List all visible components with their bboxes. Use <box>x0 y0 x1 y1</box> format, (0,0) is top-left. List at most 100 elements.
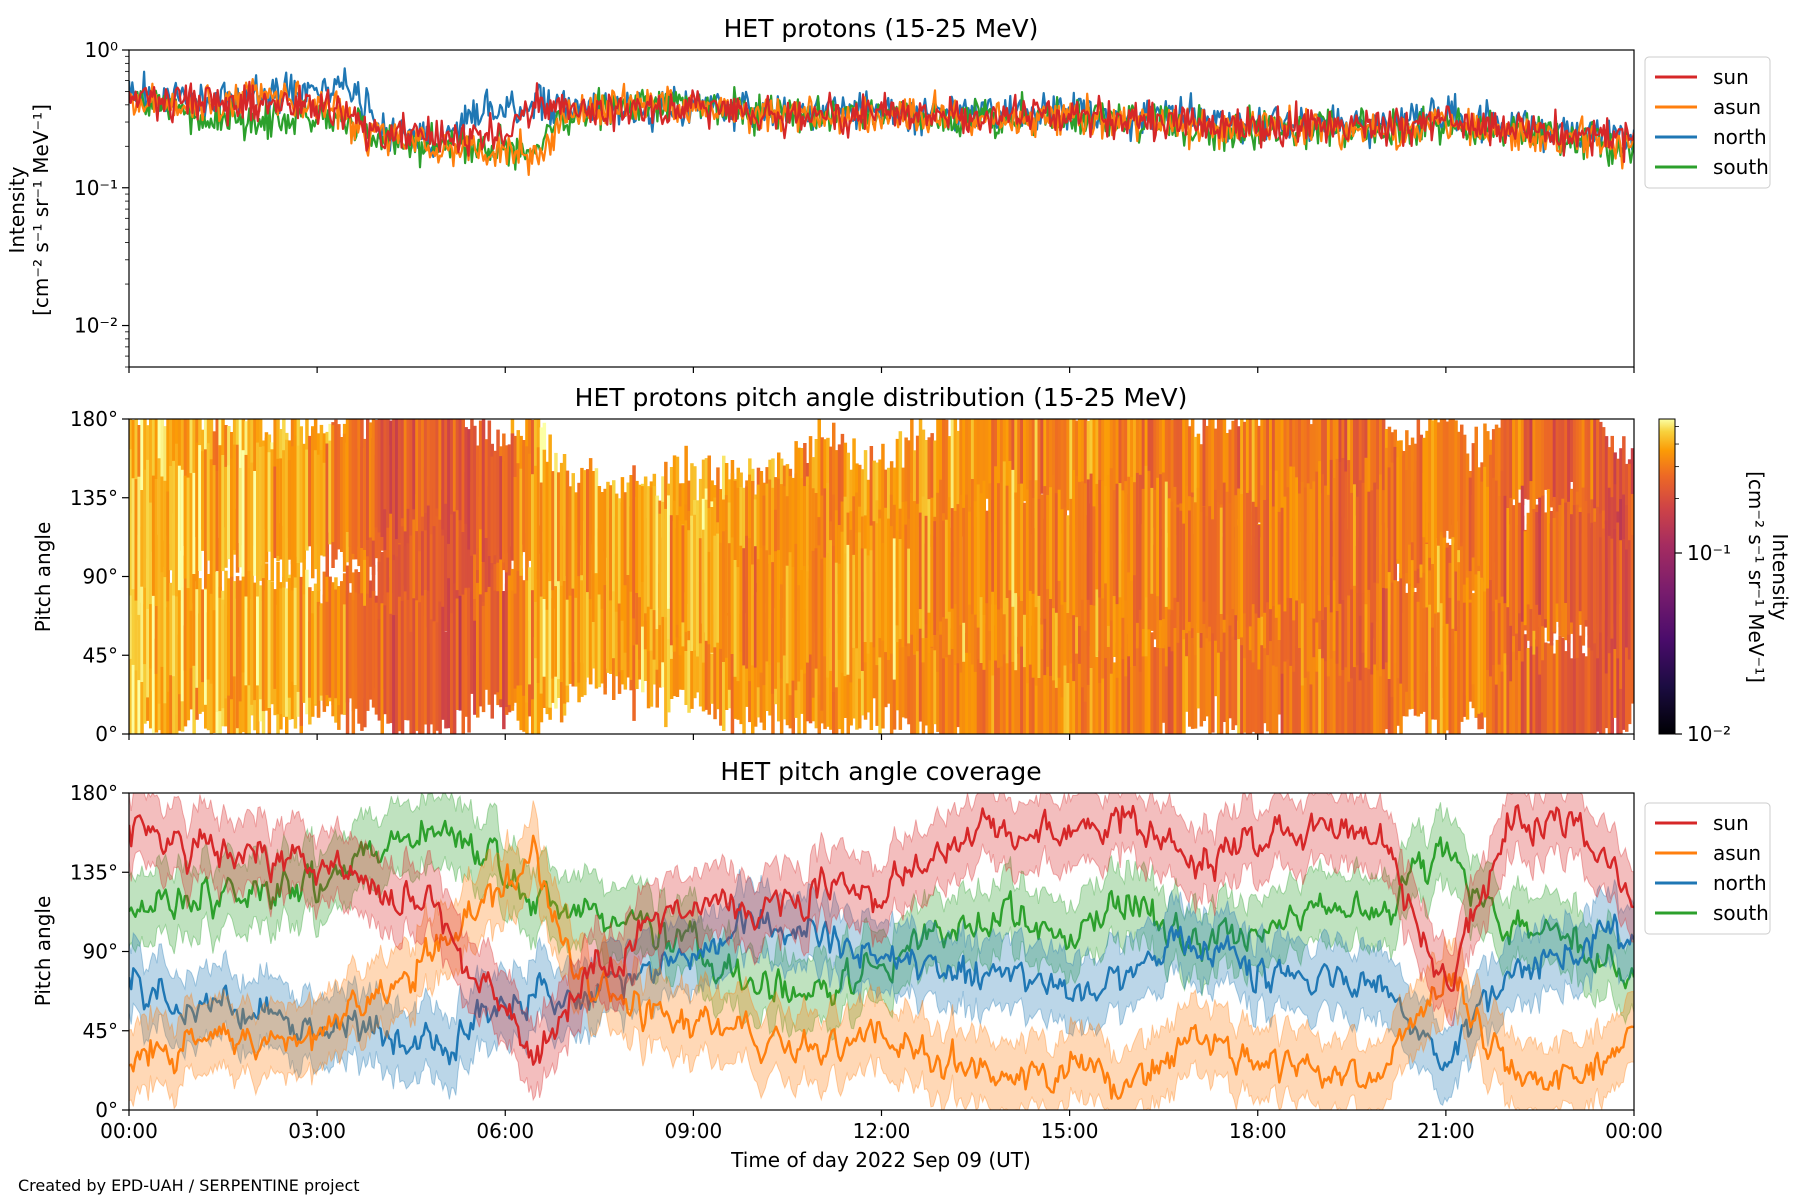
heatmap-cell <box>201 451 205 551</box>
heatmap-cell <box>716 533 720 643</box>
heatmap-cell <box>1023 419 1027 502</box>
heatmap-cell <box>643 476 648 614</box>
heatmap-cell <box>915 435 920 561</box>
panel3-series <box>129 793 1634 1110</box>
heatmap-cell <box>768 479 772 620</box>
heatmap-cell <box>915 506 920 630</box>
heatmap-cell <box>1515 622 1519 734</box>
heatmap-cell <box>328 576 332 698</box>
heatmap-cell <box>1425 607 1429 734</box>
heatmap-cell <box>519 568 523 686</box>
heatmap-cell <box>241 450 246 577</box>
heatmap-cell <box>1590 419 1594 528</box>
heatmap-cell <box>1219 507 1224 614</box>
heatmap-cell <box>889 526 894 654</box>
heatmap-cell <box>496 591 500 693</box>
heatmap-cell <box>1188 597 1192 727</box>
heatmap-cell <box>849 529 853 683</box>
heatmap-cell <box>727 543 732 690</box>
heatmap-cell <box>719 600 723 726</box>
heatmap-cell <box>282 450 286 588</box>
heatmap-cell <box>342 604 347 715</box>
heatmap-cell <box>302 584 306 703</box>
panel1-yticks: 10⁰ 10⁻¹ 10⁻² <box>74 38 129 368</box>
heatmap-cell <box>843 553 848 677</box>
heatmap-cell <box>1549 511 1554 646</box>
heatmap-cell <box>1225 609 1230 734</box>
heatmap-cell <box>942 640 946 734</box>
heatmap-cell <box>1144 624 1149 734</box>
heatmap-cell <box>1570 419 1574 482</box>
heatmap-cell <box>403 591 408 721</box>
heatmap-cell <box>244 565 248 686</box>
heatmap-cell <box>340 437 344 548</box>
heatmap-cell <box>664 508 668 618</box>
heatmap-cell <box>536 570 541 683</box>
heatmap-cell <box>800 478 804 615</box>
heatmap-cell <box>1095 552 1099 657</box>
heatmap-cell <box>1422 472 1426 622</box>
heatmap-cell <box>1005 485 1010 598</box>
heatmap-cell <box>1025 542 1030 684</box>
heatmap-cell <box>1324 485 1328 608</box>
heatmap-cell <box>1535 419 1539 499</box>
heatmap-cell <box>800 570 804 670</box>
heatmap-cell <box>973 419 978 527</box>
heatmap-cell <box>1133 419 1137 507</box>
heatmap-cell <box>562 454 567 581</box>
heatmap-cell <box>389 420 393 514</box>
heatmap-cell <box>415 509 419 651</box>
legend-label-north: north <box>1713 871 1767 895</box>
heatmap-cell <box>496 429 500 548</box>
heatmap-cell <box>1005 633 1010 734</box>
heatmap-cell <box>956 627 960 728</box>
heatmap-cell <box>1402 570 1406 717</box>
heatmap-cell <box>1101 419 1105 504</box>
heatmap-cell <box>273 589 277 689</box>
heatmap-cell <box>1506 653 1510 734</box>
heatmap-cell <box>687 604 691 713</box>
heatmap-cell <box>1358 480 1363 616</box>
heatmap-cell <box>406 477 410 581</box>
heatmap-cell <box>218 445 222 598</box>
heatmap-cell <box>1370 490 1374 623</box>
heatmap-cell <box>724 613 729 710</box>
heatmap-cell <box>441 606 445 720</box>
heatmap-cell <box>140 538 144 682</box>
heatmap-cell <box>1532 651 1536 734</box>
heatmap-cell <box>1089 419 1094 504</box>
panel2-frame <box>128 418 1635 735</box>
heatmap-cell <box>1011 469 1015 607</box>
heatmap-cell <box>1130 419 1134 511</box>
heatmap-cell <box>1367 419 1371 513</box>
heatmap-cell <box>395 615 399 734</box>
heatmap-cell <box>380 551 384 646</box>
heatmap-cell <box>166 419 170 536</box>
heatmap-cell <box>704 582 709 710</box>
heatmap-cell <box>305 569 309 715</box>
xtick-label: 00:00 <box>100 1119 158 1143</box>
heatmap-cell <box>195 581 199 688</box>
heatmap-cell <box>383 419 387 510</box>
heatmap-cell <box>452 419 457 512</box>
heatmap-cell <box>1373 638 1377 734</box>
heatmap-cell <box>1211 610 1215 733</box>
heatmap-cell <box>287 578 292 698</box>
heatmap-cell <box>1190 609 1195 729</box>
heatmap-cell <box>979 539 984 663</box>
heatmap-cell <box>392 419 396 555</box>
heatmap-cell <box>1387 467 1392 573</box>
heatmap-cell <box>1552 653 1557 734</box>
heatmap-cell <box>976 649 981 734</box>
heatmap-cell <box>1558 419 1562 513</box>
heatmap-cell <box>180 469 185 588</box>
heatmap-cell <box>296 562 301 692</box>
heatmap-cell <box>221 455 225 572</box>
heatmap-cell <box>580 580 584 697</box>
heatmap-cell <box>1025 419 1030 509</box>
heatmap-cell <box>1370 419 1374 534</box>
heatmap-cell <box>1436 612 1441 734</box>
heatmap-cell <box>910 492 914 635</box>
heatmap-cell <box>933 621 937 725</box>
